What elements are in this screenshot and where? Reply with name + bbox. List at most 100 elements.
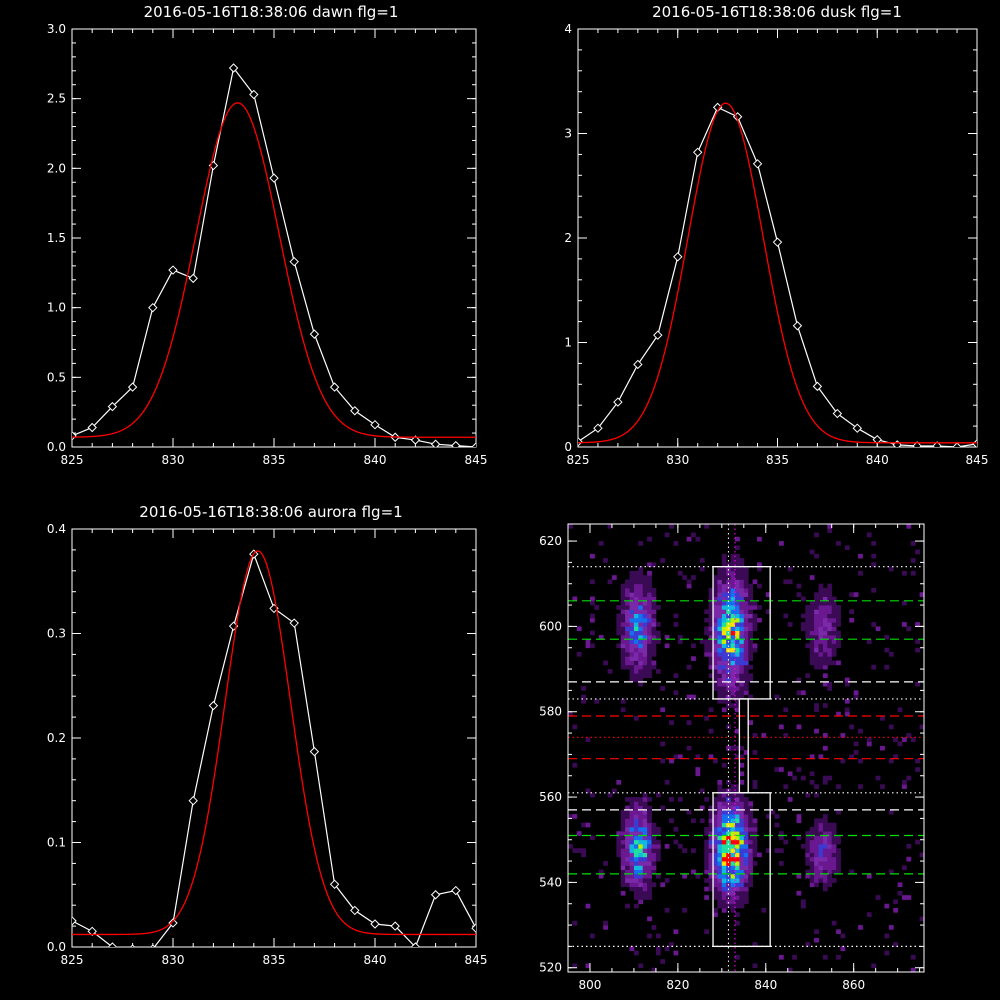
heatmap-cell <box>849 869 855 875</box>
heatmap-cell <box>765 848 771 853</box>
heatmap-cell <box>875 626 881 632</box>
heatmap-cell <box>721 788 727 794</box>
heatmap-cell <box>871 553 877 559</box>
heatmap-cell <box>805 869 811 875</box>
heatmap-cell <box>717 575 723 580</box>
heatmap-cell <box>647 861 652 866</box>
heatmap-cell <box>849 617 855 623</box>
heatmap-cell <box>721 643 727 649</box>
heatmap-cell <box>822 588 828 593</box>
heatmap-cell <box>638 652 644 657</box>
heatmap-cell <box>638 805 644 811</box>
heatmap-cell <box>752 861 758 866</box>
heatmap-cell <box>748 656 753 661</box>
heatmap-cell <box>735 852 740 858</box>
heatmap-cell <box>633 600 639 606</box>
heatmap-cell <box>638 878 644 883</box>
heatmap-cell <box>831 617 837 623</box>
heatmap-cell <box>735 954 740 960</box>
heatmap-cell <box>743 690 749 696</box>
heatmap-cell <box>743 869 749 875</box>
heatmap-cell <box>735 656 740 661</box>
heatmap-cell <box>844 698 850 704</box>
heatmap-cell <box>629 856 635 862</box>
heatmap-cell <box>818 818 824 824</box>
heatmap-cell <box>633 878 639 883</box>
heatmap-cell <box>831 630 837 636</box>
heatmap-cell <box>713 652 718 657</box>
heatmap-cell <box>809 622 815 627</box>
heatmap-cell <box>713 912 718 917</box>
heatmap-cell <box>708 809 714 815</box>
heatmap-cell <box>827 583 833 589</box>
heatmap-cell <box>836 839 841 845</box>
heatmap-cell <box>748 613 753 619</box>
heatmap-cell <box>647 617 652 623</box>
heatmap-cell <box>721 882 727 888</box>
heatmap-cell <box>647 622 652 627</box>
heatmap-cell <box>735 856 740 862</box>
heatmap-cell <box>651 856 657 862</box>
heatmap-cell <box>735 835 740 841</box>
heatmap-cell <box>708 656 714 661</box>
heatmap-cell <box>686 664 692 670</box>
data-point <box>451 885 461 896</box>
heatmap-cell <box>633 809 639 815</box>
heatmap-cell <box>721 792 727 798</box>
heatmap-cell <box>638 852 644 858</box>
heatmap-cell <box>739 886 745 892</box>
heatmap-cell <box>633 596 639 602</box>
heatmap-cell <box>616 617 622 623</box>
heatmap-cell <box>625 814 630 819</box>
heatmap-cell <box>735 583 740 589</box>
heatmap-cell <box>633 664 639 670</box>
heatmap-cell <box>822 839 828 845</box>
heatmap-cell <box>774 767 780 772</box>
heatmap-cell <box>735 818 740 824</box>
heatmap-cell <box>655 826 661 832</box>
heatmap-cell <box>805 873 811 879</box>
heatmap-cell <box>796 592 802 597</box>
data-line <box>578 106 977 447</box>
heatmap-cell <box>748 878 753 883</box>
heatmap-cell <box>691 818 696 824</box>
heatmap-cell <box>840 733 846 738</box>
heatmap-cell <box>814 643 819 649</box>
data-point <box>289 618 299 628</box>
heatmap-cell <box>713 634 718 640</box>
heatmap-cell <box>730 822 736 828</box>
heatmap-cell <box>809 856 815 862</box>
heatmap-cell <box>721 903 727 909</box>
heatmap-cell <box>721 801 727 806</box>
heatmap-cell <box>893 942 899 947</box>
heatmap-cell <box>717 686 723 691</box>
heatmap-cell <box>796 767 802 772</box>
heatmap-cell <box>713 848 718 853</box>
heatmap-cell <box>743 617 749 623</box>
heatmap-cell <box>735 822 740 828</box>
heatmap-cell <box>655 873 661 879</box>
heatmap-cell <box>647 575 652 580</box>
heatmap-cell <box>633 673 639 678</box>
heatmap-cell <box>822 660 828 666</box>
heatmap-cell <box>647 634 652 640</box>
heatmap-cell <box>603 861 608 866</box>
heatmap-cell <box>647 647 652 653</box>
heatmap-cell <box>633 617 639 623</box>
heatmap-cell <box>827 856 833 862</box>
heatmap-cell <box>809 873 815 879</box>
heatmap-cell <box>730 570 736 576</box>
heatmap-cell <box>647 933 652 939</box>
heatmap-cell <box>677 639 683 644</box>
heatmap-cell <box>735 878 740 883</box>
heatmap-cell <box>783 784 789 789</box>
heatmap-cell <box>713 878 718 883</box>
heatmap-cell <box>906 733 912 738</box>
heatmap-cell <box>616 852 622 858</box>
heatmap-cell <box>818 647 824 653</box>
data-point <box>872 434 882 445</box>
heatmap-cell <box>713 890 718 896</box>
heatmap-cell <box>853 694 859 700</box>
data-point <box>72 916 77 926</box>
y-tick-label: 0.5 <box>47 370 66 384</box>
